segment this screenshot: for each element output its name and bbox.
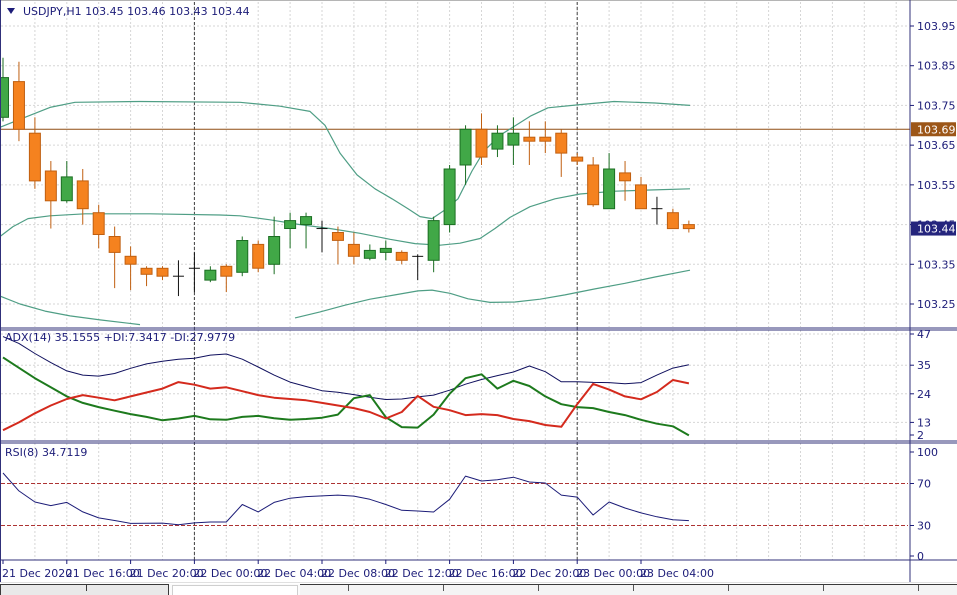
time-axis-label: 22 Dec 04:00: [257, 567, 332, 580]
scrollbar-tick: [538, 585, 539, 591]
time-axis-label: 21 Dec 20:00: [129, 567, 204, 580]
time-axis-label: 23 Dec 00:00: [576, 567, 651, 580]
axis-label: 47: [917, 328, 931, 341]
time-axis-label: 22 Dec 08:00: [321, 567, 395, 580]
bottom-tab-middle[interactable]: [172, 585, 298, 595]
time-axis-label: 23 Dec 04:00: [640, 567, 714, 580]
panel-borders: [0, 0, 957, 583]
bid-price-badge-text: 103.44: [917, 223, 956, 236]
axis-label: 13: [917, 416, 931, 429]
time-axis-ticks: [2, 560, 642, 564]
price-line-badge: [911, 122, 956, 137]
scrollbar-tick: [918, 585, 919, 591]
bottom-panel-strip: [0, 584, 957, 595]
axis-label: 100: [917, 446, 938, 459]
axis-label: 0: [917, 550, 924, 563]
axis-label: 103.25: [917, 298, 956, 311]
time-axis-label: 21 Dec 2020: [2, 567, 73, 580]
bollinger-bands: [0, 100, 691, 326]
price-badges: 103.69 103.44: [911, 122, 956, 236]
chart-title: USDJPY,H1 103.45 103.46 103.43 103.44: [23, 4, 250, 18]
axis-label: 103.95: [917, 20, 956, 33]
axis-label: 30: [917, 520, 931, 533]
scrollbar-tick: [728, 585, 729, 591]
scrollbar-tick: [823, 585, 824, 591]
axis-label: 2: [917, 429, 924, 442]
axis-label: 103.75: [917, 99, 956, 112]
time-axis-label: 22 Dec 20:00: [512, 567, 587, 580]
axis-label: 103.65: [917, 139, 956, 152]
rsi-layer: [1, 472, 908, 526]
scrollbar-tick: [443, 585, 444, 591]
price-line-badge-text: 103.69: [917, 123, 956, 136]
axis-label: 103.55: [917, 179, 956, 192]
symbol-dropdown-icon[interactable]: [7, 8, 15, 14]
day-separators: [193, 2, 578, 560]
rsi-indicator-label: RSI(8) 34.7119: [5, 446, 88, 459]
time-axis-labels: 21 Dec 2020 21 Dec 16:00 21 Dec 20:00 22 De…: [0, 567, 910, 581]
scrollbar-tick: [348, 585, 349, 591]
time-axis-label: 22 Dec 00:00: [193, 567, 268, 580]
grid-layer: [1, 2, 908, 560]
price-axis: 103.95103.85103.75103.65103.55103.45103.…: [910, 20, 956, 563]
time-axis-label: 22 Dec 12:00: [384, 567, 459, 580]
axis-label: 103.85: [917, 60, 956, 73]
scrollbar-tick: [633, 585, 634, 591]
axis-label: 24: [917, 388, 931, 401]
axis-label: 35: [917, 359, 931, 372]
chart-title-bar: USDJPY,H1 103.45 103.46 103.43 103.44: [7, 4, 250, 18]
adx-lines: [2, 336, 690, 437]
axis-label: 103.35: [917, 258, 956, 271]
bottom-tab-left[interactable]: [0, 584, 169, 595]
bid-price-badge: [911, 221, 956, 236]
time-axis-label: 21 Dec 16:00: [65, 567, 140, 580]
time-axis-label: 22 Dec 16:00: [448, 567, 523, 580]
axis-label: 70: [917, 478, 931, 491]
bottom-tab-tick: [86, 585, 87, 591]
bottom-scrollbar[interactable]: [300, 584, 957, 595]
adx-indicator-label: ADX(14) 35.1555 +DI:7.3417 -DI:27.9779: [5, 331, 236, 344]
candlesticks-layer: [0, 57, 695, 297]
